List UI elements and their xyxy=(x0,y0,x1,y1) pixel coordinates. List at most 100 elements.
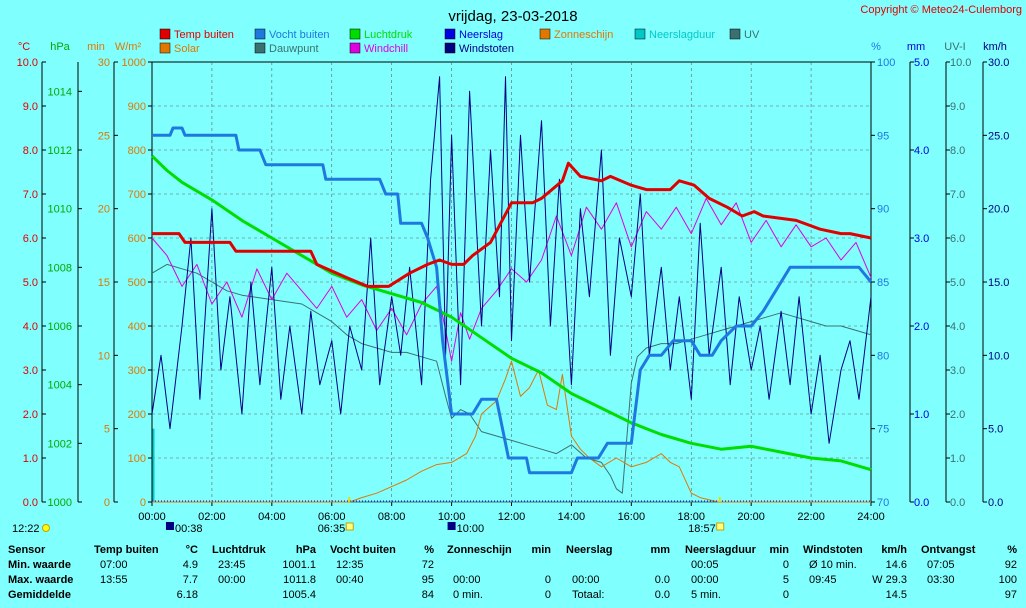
axis-tick-label-temp: 8.0 xyxy=(23,145,38,157)
axis-tick-label-uv: 6.0 xyxy=(950,233,965,245)
summary-column-header: Windstoten xyxy=(803,544,863,556)
summary-cell-value: 0 xyxy=(782,559,789,571)
legend-swatch xyxy=(159,42,171,54)
axis-tick-label-pressure: 1014 xyxy=(48,86,72,98)
summary-column-header: Ontvangst xyxy=(921,544,976,556)
legend-swatch xyxy=(444,42,456,54)
summary-cell-value: 1005.4 xyxy=(282,589,316,601)
axis-tick-label-wind: 25.0 xyxy=(988,130,1009,142)
axis-tick-label-solar: 200 xyxy=(128,409,146,421)
copyright-label: Copyright © Meteo24-Culemborg xyxy=(860,4,1022,16)
axis-tick-label-uv: 3.0 xyxy=(950,365,965,377)
summary-column-header: Luchtdruk xyxy=(212,544,266,556)
summary-cell-value: 97 xyxy=(1004,589,1017,601)
x-axis-tick-label: 08:00 xyxy=(378,511,406,523)
legend-label: Dauwpunt xyxy=(269,43,319,55)
legend-label: Zonneschijn xyxy=(554,29,613,41)
axis-tick-label-temp: 7.0 xyxy=(23,189,38,201)
legend-swatch xyxy=(539,28,551,40)
summary-cell-value: 5 xyxy=(782,574,789,586)
summary-row-label: Sensor xyxy=(8,544,46,556)
axis-tick-label-uv: 0.0 xyxy=(950,497,965,509)
axis-tick-label-wind: 0.0 xyxy=(988,497,1003,509)
legend-label: Windchill xyxy=(364,43,408,55)
markers: 12:22 00:38 10:00 06:35 18:57 xyxy=(12,497,725,535)
summary-cell-time: 5 min. xyxy=(691,589,721,601)
x-axis-tick-label: 04:00 xyxy=(258,511,286,523)
axis-tick-label-humidity: 100 xyxy=(877,57,895,69)
legend-swatch xyxy=(349,28,361,40)
legend-label: Neerslagduur xyxy=(649,29,715,41)
axis-tick-label-temp: 2.0 xyxy=(23,409,38,421)
sunrise-icon xyxy=(345,522,354,531)
x-axis-tick-label: 18:00 xyxy=(677,511,705,523)
summary-cell-value: 6.18 xyxy=(176,589,198,601)
series-line-vocht-buiten xyxy=(152,126,873,475)
axis-tick-label-rain: 1.0 xyxy=(914,409,929,421)
summary-cell-time: 07:05 xyxy=(927,559,955,571)
legend-label: Neerslag xyxy=(459,29,503,41)
legend-swatch xyxy=(729,28,741,40)
summary-cell-time: 00:00 xyxy=(218,574,246,586)
wind-marker-label: 00:38 xyxy=(175,523,203,535)
x-axis-tick-label: 16:00 xyxy=(618,511,646,523)
series-line-windchill xyxy=(151,197,872,362)
axis-tick-label-temp: 10.0 xyxy=(17,57,38,69)
grid xyxy=(151,61,872,503)
axis-tick-label-minutes: 25 xyxy=(98,130,110,142)
summary-cell-value: 1001.1 xyxy=(282,559,316,571)
sunset-label: 18:57 xyxy=(688,523,716,535)
summary-cell-time: Ø 10 min. xyxy=(809,559,857,571)
axis-tick-label-minutes: 10 xyxy=(98,350,110,362)
axis-tick-label-minutes: 5 xyxy=(104,424,110,436)
axis-tick-label-uv: 2.0 xyxy=(950,409,965,421)
summary-column-header: Neerslagduur xyxy=(685,544,756,556)
axis-tick-label-humidity: 75 xyxy=(877,424,889,436)
legend-label: UV xyxy=(744,29,760,41)
axis-tick-label-rain: 2.0 xyxy=(914,321,929,333)
summary-cell-value: 0.0 xyxy=(654,574,670,586)
axis-tick-label-humidity: 85 xyxy=(877,277,889,289)
summary-cell-time: 13:55 xyxy=(100,574,128,586)
axis-tick-label-solar: 900 xyxy=(128,101,146,113)
axis-tick-label-wind: 30.0 xyxy=(988,57,1009,69)
legend: Temp buiten Vocht buiten Luchtdruk Neerslag… xyxy=(159,28,760,55)
legend-label: Solar xyxy=(174,43,200,55)
chart-title: vrijdag, 23-03-2018 xyxy=(448,8,577,25)
wind-marker-label: 10:00 xyxy=(457,523,485,535)
axis-tick-label-pressure: 1008 xyxy=(48,262,72,274)
axis-tick-label-solar: 400 xyxy=(128,321,146,333)
summary-cell-time: Totaal: xyxy=(572,589,605,601)
axis-tick-label-pressure: 1012 xyxy=(48,145,72,157)
axis-tick-label-temp: 5.0 xyxy=(23,277,38,289)
summary-column-header: Zonneschijn xyxy=(447,544,512,556)
summary-cell-value: 1011.8 xyxy=(283,574,316,586)
legend-swatch xyxy=(254,42,266,54)
summary-column-unit: min xyxy=(769,544,789,556)
axis-tick-label-rain: 3.0 xyxy=(914,233,929,245)
summary-column-header: Temp buiten xyxy=(94,544,159,556)
axis-unit-minutes: min xyxy=(87,41,105,53)
axis-tick-label-solar: 500 xyxy=(128,277,146,289)
wind-marker-icon xyxy=(447,522,456,530)
axis-tick-label-wind: 15.0 xyxy=(988,277,1009,289)
x-axis-tick-label: 02:00 xyxy=(198,511,226,523)
axis-tick-label-temp: 3.0 xyxy=(23,365,38,377)
sunrise-label: 06:35 xyxy=(318,523,346,535)
axis-unit-pressure: hPa xyxy=(50,41,70,53)
axis-unit-rain: mm xyxy=(907,41,925,53)
axis-tick-label-solar: 300 xyxy=(128,365,146,377)
axis-tick-label-wind: 20.0 xyxy=(988,204,1009,216)
axis-tick-label-temp: 6.0 xyxy=(23,233,38,245)
summary-cell-value: 7.7 xyxy=(182,574,198,586)
summary-column-unit: % xyxy=(424,544,434,556)
summary-cell-value: 95 xyxy=(421,574,434,586)
summary-column-unit: mm xyxy=(650,544,670,556)
rain-duration-bar xyxy=(152,428,155,502)
summary-row-label: Gemiddelde xyxy=(8,589,71,601)
summary-column-unit: hPa xyxy=(295,544,316,556)
axis-tick-label-solar: 100 xyxy=(128,453,146,465)
axes: 0.01.02.03.04.05.06.07.08.09.010.0°C1000… xyxy=(17,41,1010,523)
axis-tick-label-solar: 0 xyxy=(140,497,146,509)
legend-swatch xyxy=(444,28,456,40)
